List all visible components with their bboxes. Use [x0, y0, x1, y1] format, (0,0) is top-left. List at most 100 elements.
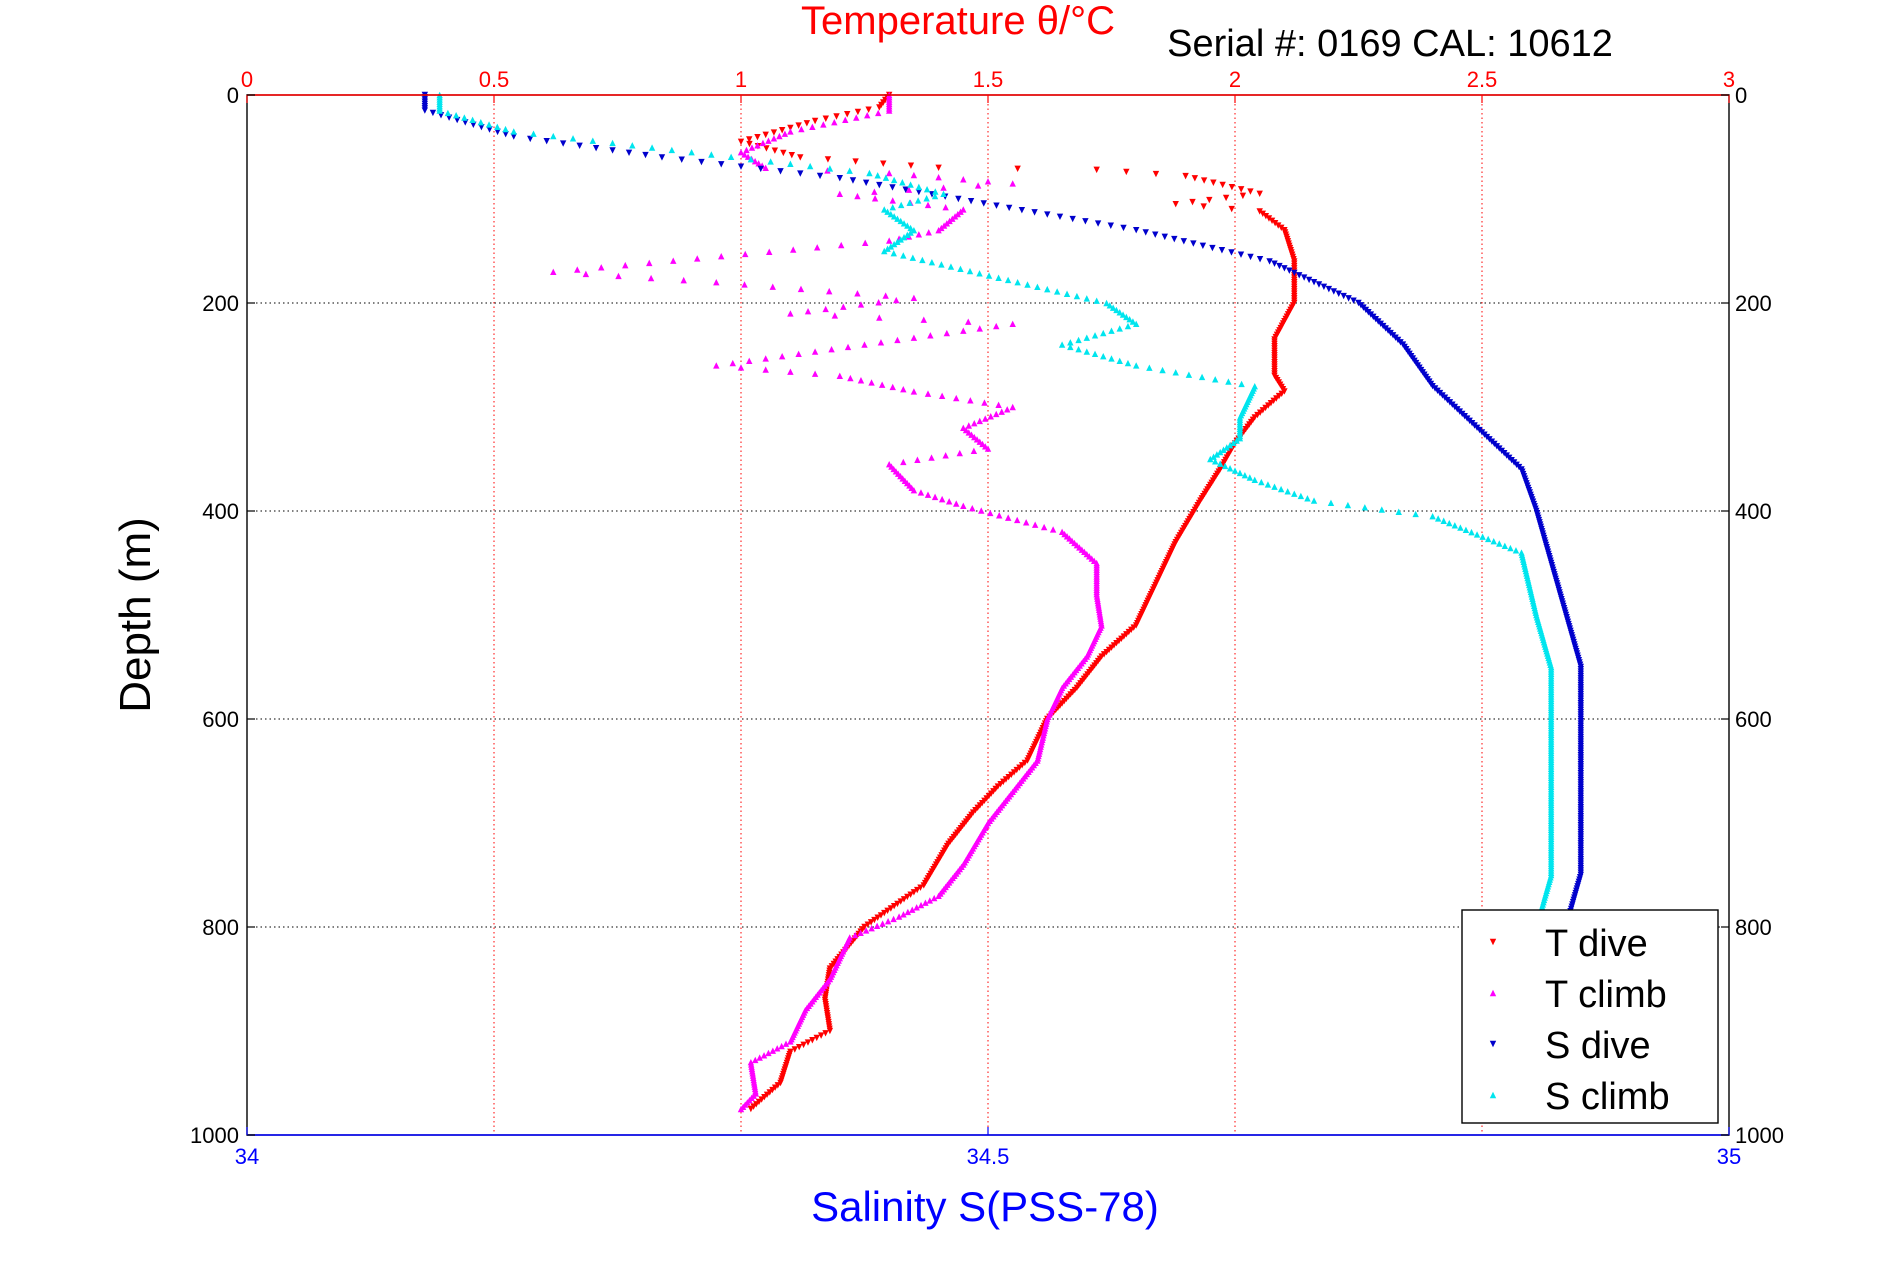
legend-marker: [1489, 1091, 1497, 1099]
data-point: [905, 186, 913, 193]
left-tick-label: 200: [202, 291, 239, 316]
top-tick-label: 1: [735, 67, 747, 92]
data-point: [890, 176, 898, 184]
data-point: [868, 924, 875, 932]
data-point: [1429, 513, 1436, 520]
data-point: [1133, 320, 1140, 327]
data-point: [865, 106, 872, 113]
data-point: [868, 379, 875, 386]
data-point: [470, 121, 477, 128]
data-point: [1103, 299, 1110, 307]
data-point: [877, 339, 885, 346]
data-point: [861, 341, 868, 348]
data-point: [574, 266, 581, 273]
data-point: [900, 233, 908, 241]
data-point: [904, 231, 911, 239]
data-point: [900, 220, 908, 227]
data-point: [928, 454, 935, 461]
data-point: [1281, 265, 1288, 272]
data-point: [1120, 224, 1127, 232]
data-point: [836, 190, 843, 197]
data-point: [787, 1038, 794, 1045]
data-point: [746, 357, 753, 364]
data-point: [960, 327, 967, 334]
data-point: [1256, 208, 1263, 215]
data-point: [741, 281, 748, 288]
data-point: [1340, 292, 1347, 300]
data-point: [960, 176, 967, 183]
data-point: [1108, 327, 1115, 334]
data-point: [1206, 196, 1213, 204]
data-point: [1005, 204, 1013, 212]
data-point: [469, 116, 476, 124]
data-point: [694, 255, 701, 262]
data-point: [826, 287, 833, 295]
top-tick-label: 2: [1229, 67, 1241, 92]
data-point: [1004, 406, 1011, 413]
data-point: [1075, 336, 1082, 344]
data-point: [804, 307, 812, 315]
data-point: [976, 417, 983, 425]
left-tick-label: 600: [202, 707, 239, 732]
data-point: [1258, 478, 1265, 486]
data-point: [1049, 526, 1057, 533]
data-point: [766, 248, 773, 255]
data-point: [1200, 203, 1207, 210]
data-point: [852, 158, 859, 165]
data-point: [984, 178, 992, 185]
data-point: [1291, 269, 1298, 277]
data-point: [787, 124, 794, 132]
data-point: [874, 914, 881, 921]
data-point: [897, 236, 904, 243]
data-point: [1056, 213, 1064, 221]
data-point: [1266, 258, 1273, 265]
data-point: [935, 892, 942, 899]
data-point: [923, 185, 931, 193]
data-point: [1212, 376, 1219, 383]
data-point: [1220, 446, 1227, 453]
data-point: [698, 158, 705, 166]
data-point: [751, 157, 759, 165]
data-point: [1241, 471, 1249, 479]
data-point: [1044, 211, 1051, 218]
data-point: [1246, 474, 1254, 481]
data-point: [791, 1046, 798, 1053]
data-point: [1233, 437, 1240, 444]
data-point: [1009, 403, 1016, 411]
data-point: [813, 1034, 820, 1042]
data-point: [1044, 285, 1051, 293]
data-point: [909, 906, 916, 913]
bottom-axis-title: Salinity S(PSS-78): [811, 1183, 1159, 1230]
data-point: [982, 415, 989, 422]
data-point: [922, 899, 929, 906]
data-point: [1221, 462, 1229, 470]
data-point: [1109, 304, 1117, 311]
data-point: [1237, 186, 1245, 193]
data-point: [881, 909, 888, 917]
data-point: [1091, 332, 1099, 339]
data-point: [1067, 339, 1074, 346]
data-point: [1024, 281, 1031, 288]
data-point: [486, 126, 493, 133]
left-tick-label: 0: [227, 83, 239, 108]
data-point: [1083, 295, 1090, 302]
data-point: [718, 161, 725, 168]
data-point: [609, 147, 616, 154]
data-point: [1191, 175, 1199, 182]
data-point: [935, 173, 942, 181]
data-point: [897, 201, 905, 209]
data-point: [993, 410, 1000, 418]
data-point: [923, 195, 930, 202]
data-point: [569, 135, 577, 142]
data-point: [1300, 274, 1308, 281]
data-point: [582, 270, 590, 278]
data-point: [967, 397, 974, 404]
data-point: [1083, 334, 1090, 341]
legend-label: S climb: [1545, 1076, 1670, 1118]
data-point: [907, 181, 914, 188]
data-point: [1350, 297, 1357, 304]
data-point: [759, 139, 767, 147]
data-point: [744, 153, 752, 160]
data-point: [1034, 283, 1041, 291]
data-point: [889, 184, 896, 191]
